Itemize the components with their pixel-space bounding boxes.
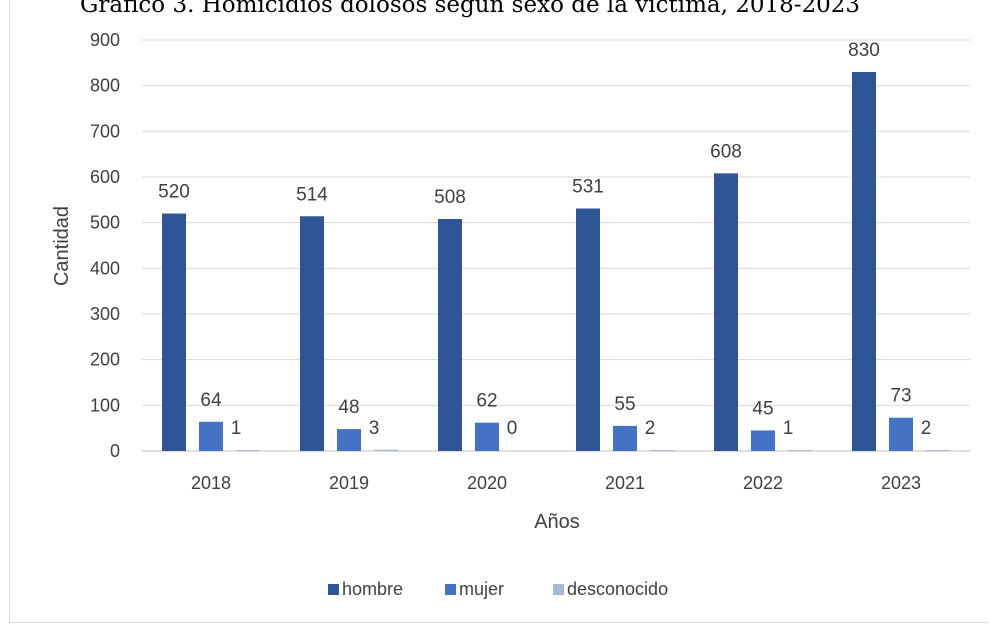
data-label: 55 bbox=[614, 394, 635, 415]
data-labels: 520 64 1 514 48 3 508 62 0 531 55 2 608 45 1 830 73 2 bbox=[158, 40, 931, 439]
bar-hombre-2018 bbox=[162, 213, 186, 451]
data-label: 514 bbox=[296, 184, 328, 205]
bars bbox=[162, 71, 950, 451]
bar-desconocido-2018 bbox=[236, 450, 260, 451]
y-tick-label: 900 bbox=[90, 30, 120, 50]
data-label: 531 bbox=[572, 177, 604, 198]
y-axis-title: Cantidad bbox=[51, 206, 73, 286]
data-label: 2 bbox=[921, 418, 932, 439]
y-tick-label: 100 bbox=[90, 395, 120, 415]
data-label: 1 bbox=[783, 418, 794, 439]
bar-hombre-2021 bbox=[576, 208, 600, 451]
x-tick-label: 2022 bbox=[743, 473, 783, 493]
bar-mujer-2022 bbox=[751, 430, 775, 451]
bar-mujer-2023 bbox=[889, 417, 913, 451]
bar-desconocido-2019 bbox=[374, 449, 398, 451]
bar-hombre-2023 bbox=[852, 71, 876, 451]
data-label: 3 bbox=[369, 418, 380, 439]
bar-hombre-2022 bbox=[714, 173, 738, 451]
legend-swatch-hombre bbox=[328, 584, 339, 595]
y-tick-label: 300 bbox=[90, 304, 120, 324]
data-label: 62 bbox=[476, 391, 497, 412]
bar-mujer-2020 bbox=[475, 422, 499, 451]
legend: hombre mujer desconocido bbox=[328, 579, 668, 599]
y-tick-label: 700 bbox=[90, 121, 120, 141]
x-tick-label: 2018 bbox=[191, 473, 231, 493]
data-label: 508 bbox=[434, 187, 466, 208]
legend-label-hombre: hombre bbox=[342, 579, 403, 599]
x-tick-label: 2019 bbox=[329, 473, 369, 493]
gridlines bbox=[142, 39, 970, 452]
y-tick-label: 400 bbox=[90, 258, 120, 278]
data-label: 608 bbox=[710, 141, 742, 162]
data-label: 520 bbox=[158, 182, 190, 203]
legend-label-mujer: mujer bbox=[459, 579, 504, 599]
bar-mujer-2019 bbox=[337, 429, 361, 451]
legend-swatch-mujer bbox=[445, 584, 456, 595]
data-label: 45 bbox=[752, 398, 773, 419]
bar-mujer-2021 bbox=[613, 425, 637, 451]
bar-desconocido-2021 bbox=[650, 450, 674, 451]
x-tick-label: 2020 bbox=[467, 473, 507, 493]
data-label: 1 bbox=[231, 418, 242, 439]
data-label: 830 bbox=[848, 40, 880, 61]
data-label: 48 bbox=[338, 397, 359, 418]
data-label: 73 bbox=[890, 386, 911, 407]
y-tick-label: 200 bbox=[90, 350, 120, 370]
chart-title: Gráfico 3. Homicidios dolosos según sexo… bbox=[80, 0, 861, 18]
x-axis-title: Años bbox=[534, 511, 580, 533]
x-tick-label: 2021 bbox=[605, 473, 645, 493]
y-tick-label: 0 bbox=[110, 441, 120, 461]
data-label: 2 bbox=[645, 418, 656, 439]
y-axis-ticks: 0 100 200 300 400 500 600 700 800 900 bbox=[90, 30, 120, 461]
y-tick-label: 800 bbox=[90, 76, 120, 96]
legend-label-desconocido: desconocido bbox=[567, 579, 668, 599]
bar-mujer-2018 bbox=[199, 421, 223, 451]
bar-desconocido-2023 bbox=[926, 450, 950, 451]
x-tick-label: 2023 bbox=[881, 473, 921, 493]
y-tick-label: 500 bbox=[90, 213, 120, 233]
legend-swatch-desconocido bbox=[553, 584, 564, 595]
y-tick-label: 600 bbox=[90, 167, 120, 187]
data-label: 64 bbox=[200, 390, 222, 411]
bar-desconocido-2022 bbox=[788, 450, 812, 451]
bar-hombre-2019 bbox=[300, 216, 324, 451]
bar-hombre-2020 bbox=[438, 219, 462, 451]
x-axis-ticks: 2018 2019 2020 2021 2022 2023 bbox=[191, 473, 921, 493]
data-label: 0 bbox=[507, 418, 518, 439]
